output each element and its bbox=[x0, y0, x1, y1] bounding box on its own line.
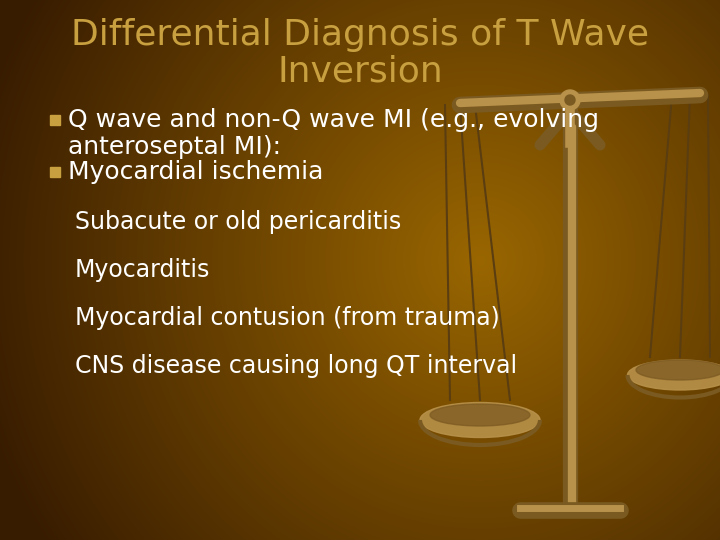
Text: Myocardial contusion (from trauma): Myocardial contusion (from trauma) bbox=[75, 306, 500, 330]
Circle shape bbox=[565, 95, 575, 105]
Circle shape bbox=[560, 90, 580, 110]
FancyBboxPatch shape bbox=[50, 115, 60, 125]
FancyBboxPatch shape bbox=[50, 167, 60, 177]
Ellipse shape bbox=[636, 360, 720, 380]
Text: Myocardial ischemia: Myocardial ischemia bbox=[68, 160, 323, 184]
Text: Inversion: Inversion bbox=[277, 55, 443, 89]
Text: Myocarditis: Myocarditis bbox=[75, 258, 210, 282]
Text: Subacute or old pericarditis: Subacute or old pericarditis bbox=[75, 210, 401, 234]
Text: CNS disease causing long QT interval: CNS disease causing long QT interval bbox=[75, 354, 517, 378]
Text: Differential Diagnosis of T Wave: Differential Diagnosis of T Wave bbox=[71, 18, 649, 52]
Text: Q wave and non-Q wave MI (e.g., evolving: Q wave and non-Q wave MI (e.g., evolving bbox=[68, 108, 599, 132]
Ellipse shape bbox=[430, 404, 530, 426]
Text: anteroseptal MI):: anteroseptal MI): bbox=[68, 135, 281, 159]
Ellipse shape bbox=[628, 360, 720, 390]
Ellipse shape bbox=[420, 402, 540, 437]
